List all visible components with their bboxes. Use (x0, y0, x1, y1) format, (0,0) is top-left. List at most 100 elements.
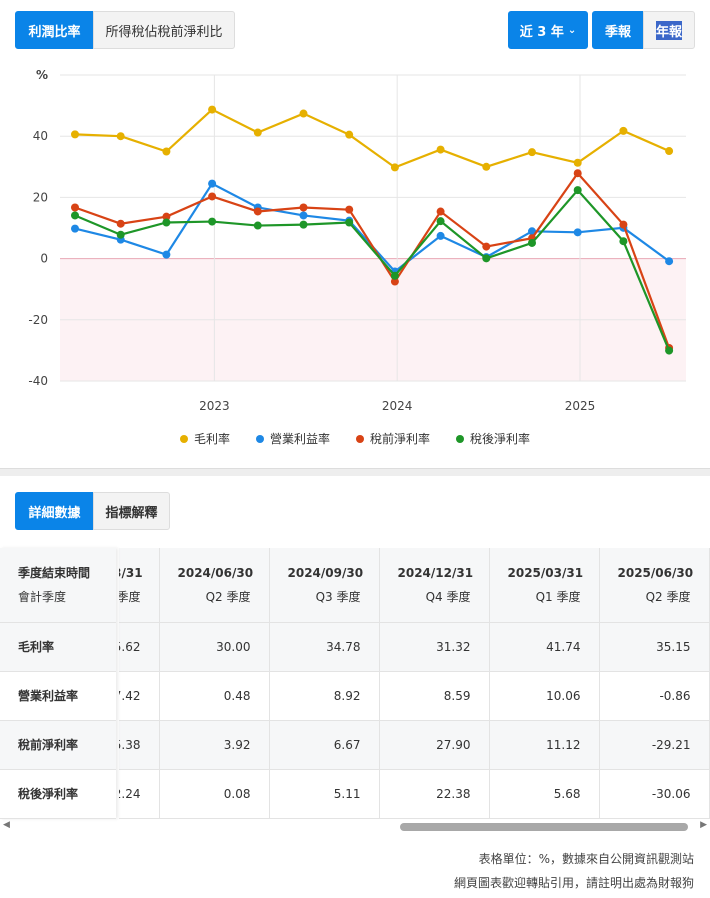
table-cell: 35.62 (119, 622, 160, 672)
table-cell: 41.74 (489, 622, 600, 672)
table-cell: 0.48 (159, 671, 270, 721)
legend-label: 營業利益率 (269, 432, 330, 446)
row-label: 毛利率 (0, 622, 116, 672)
row-label: 營業利益率 (0, 671, 116, 721)
legend-marker-icon (255, 434, 264, 443)
data-point (299, 220, 308, 229)
data-point (665, 147, 674, 156)
data-point (345, 218, 354, 227)
table-row-label: 稅前淨利率 (0, 720, 116, 770)
table-row-label: 營業利益率 (0, 671, 116, 721)
annual-label: 年報 (655, 20, 682, 40)
legend-item[interactable]: 稅前淨利率 (356, 430, 430, 447)
data-point (71, 211, 79, 220)
tab-detail-data[interactable]: 詳細數據 (15, 492, 94, 530)
series-line-2 (74, 171, 671, 349)
data-point (208, 217, 217, 226)
range-label: 近 3 年 (519, 24, 564, 40)
data-point (345, 130, 354, 139)
y-axis-label: % (36, 68, 48, 82)
legend-item[interactable]: 毛利率 (179, 430, 230, 447)
legend-marker-icon (356, 434, 364, 443)
data-point (436, 207, 445, 216)
table-cell: 30.00 (159, 622, 270, 672)
data-point (482, 242, 491, 251)
quarterly-button[interactable]: 季報 (592, 11, 644, 49)
scroll-right-icon[interactable]: ▶ (700, 820, 707, 830)
data-point (162, 212, 171, 221)
column-header: 2024/06/30 Q2 季度 (159, 548, 270, 623)
data-point (436, 145, 445, 154)
data-point (573, 169, 582, 178)
data-point (71, 224, 79, 233)
data-point (208, 179, 217, 188)
column-header: 2025/03/31 Q1 季度 (489, 548, 600, 623)
table-cell: 31.32 (379, 622, 490, 672)
table-row-label: 稅後淨利率 (0, 769, 116, 819)
data-point (619, 237, 628, 246)
table-unit-note: 表格單位：%，數據來自公開資訊觀測站 (478, 852, 694, 866)
table-cell: 11.12 (489, 720, 600, 770)
data-point (573, 158, 582, 167)
column-header: 2024/09/30 Q3 季度 (269, 548, 380, 623)
table-cell: 6.67 (269, 720, 380, 770)
scroll-left-icon[interactable]: ◀ (3, 820, 10, 830)
data-point (299, 203, 308, 212)
credit-note: 網頁圖表歡迎轉貼引用，請註明出處為財報狗 (453, 876, 694, 890)
table-cell: 0.08 (159, 769, 270, 819)
data-point (390, 271, 399, 280)
table-cell: 15.38 (119, 720, 160, 770)
chevron-down-icon: ⌄ (567, 24, 577, 36)
data-point (665, 346, 674, 355)
column-header: 2025/06/30 Q2 季度 (599, 548, 710, 623)
profit-ratio-chart: % 40 20 0 -20 -40 2023 2024 2025 (28, 68, 686, 413)
range-dropdown[interactable]: 近 3 年 ⌄ (508, 11, 588, 49)
x-tick-label: 2024 (382, 399, 413, 413)
data-point (253, 128, 262, 137)
data-point (528, 227, 536, 236)
table-cell: -29.21 (599, 720, 710, 770)
data-point (162, 250, 171, 259)
table-cell: 5.11 (269, 769, 380, 819)
legend-marker-icon (179, 434, 188, 443)
tab-indicator-explain[interactable]: 指標解釋 (93, 492, 170, 530)
table-cell: 5.68 (489, 769, 600, 819)
data-point (528, 148, 536, 157)
table-cell: 8.59 (379, 671, 490, 721)
chart-legend: 毛利率 營業利益率 稅前淨利率 稅後淨利率 (0, 430, 710, 447)
tab-profit-ratio[interactable]: 利潤比率 (15, 11, 94, 49)
data-point (208, 105, 217, 114)
table-cell: 27.90 (379, 720, 490, 770)
data-point (162, 147, 171, 156)
legend-label: 稅後淨利率 (470, 432, 531, 446)
legend-item[interactable]: 營業利益率 (255, 430, 330, 447)
table-cell: 22.38 (379, 769, 490, 819)
y-tick-label: 0 (40, 252, 48, 266)
data-point (573, 186, 582, 195)
data-point (528, 238, 536, 247)
legend-label: 毛利率 (193, 432, 230, 446)
x-tick-label: 2025 (565, 399, 596, 413)
horizontal-scrollbar[interactable]: ◀ ▶ (0, 820, 710, 834)
legend-marker-icon (456, 434, 465, 443)
y-tick-label: 40 (33, 129, 48, 143)
table-cell: 10.06 (489, 671, 600, 721)
tab-tax-ratio[interactable]: 所得稅佔稅前淨利比 (93, 11, 235, 49)
data-point (71, 130, 79, 139)
table-cell: 12.24 (119, 769, 160, 819)
data-point (162, 218, 171, 227)
data-point (436, 231, 445, 240)
series-line-3 (74, 188, 671, 352)
table-cell: 35.15 (599, 622, 710, 672)
legend-item[interactable]: 稅後淨利率 (456, 430, 530, 447)
annual-button[interactable]: 年報 (643, 11, 695, 49)
scrollbar-thumb[interactable] (400, 823, 688, 831)
data-point (390, 277, 399, 286)
table-cell: 7.42 (119, 671, 160, 721)
